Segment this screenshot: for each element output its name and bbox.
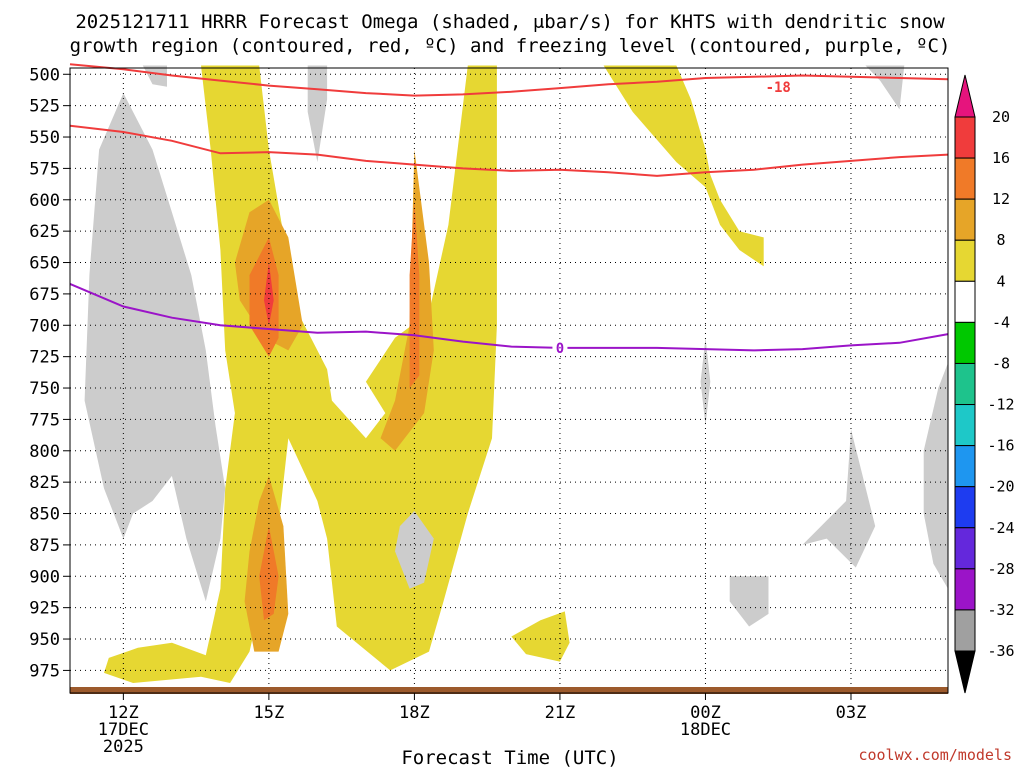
contour-line-dgz-minus-12 [69, 124, 949, 177]
omega-region-omega-pos-4-crest-00z [603, 65, 764, 267]
y-tick-label-850: 850 [29, 505, 60, 525]
contour-line-freezing-level [69, 282, 949, 352]
colorbar-tick--24: -24 [987, 519, 1014, 537]
colorbar-bin--20-to--16 [954, 445, 976, 488]
omega-region-omega-neg-4-right-edge [923, 362, 948, 589]
x-tick-label-24-0: 00Z [690, 703, 721, 723]
x-tick-label-15-0: 15Z [254, 703, 285, 723]
omega-region-omega-neg-12-small [205, 475, 216, 527]
y-tick-label-750: 750 [29, 379, 60, 399]
temperature-contours: -18 0 [69, 63, 949, 357]
colorbar-tick-8: 8 [996, 231, 1005, 249]
colorbar-tick--12: -12 [987, 396, 1014, 414]
x-tick-label-21-0: 21Z [545, 703, 576, 723]
colorbar-tick-20: 20 [992, 108, 1010, 126]
y-axis-ticks: 500 525 550 575 600 625 650 675 700 725 750 775 800 8… [29, 65, 70, 681]
y-tick-label-800: 800 [29, 442, 60, 462]
x-tick-label-27-0: 03Z [836, 703, 867, 723]
colorbar-tick-16: 16 [992, 149, 1010, 167]
y-tick-label-700: 700 [29, 316, 60, 336]
y-tick-label-575: 575 [29, 159, 60, 179]
x-tick-label-24-1: 18DEC [680, 720, 731, 740]
y-tick-label-675: 675 [29, 285, 60, 305]
x-tick-label-18-0: 18Z [399, 703, 430, 723]
grid-lines [70, 68, 948, 693]
colorbar-bin--16-to--12 [954, 404, 976, 447]
omega-region-omega-neg-4-03z-tri [802, 429, 876, 568]
y-tick-label-650: 650 [29, 254, 60, 274]
omega-region-omega-neg-4-01z-low [729, 576, 769, 627]
colorbar-tick--36: -36 [987, 642, 1014, 660]
omega-region-omega-pos-4-ridge-15z [104, 65, 497, 683]
omega-region-omega-neg-4-18z-low [395, 511, 434, 589]
colorbar-bin--24-to--20 [954, 486, 976, 529]
y-tick-label-925: 925 [29, 599, 60, 619]
colorbar-top-arrow [954, 74, 976, 118]
colorbar-tick--4: -4 [992, 313, 1010, 331]
colorbar-tick-4: 4 [996, 272, 1005, 290]
x-tick-label-12-0: 12Z [108, 703, 139, 723]
omega-region-omega-neg-4-top-12z [142, 65, 167, 87]
y-tick-label-550: 550 [29, 128, 60, 148]
contour-label-dgz-minus-18: -18 [766, 80, 791, 96]
omega-region-omega-pos-12-left [249, 237, 279, 357]
colorbar-bin--28-to--24 [954, 527, 976, 570]
colorbar-tick--8: -8 [992, 354, 1010, 372]
y-tick-label-950: 950 [29, 630, 60, 650]
x-tick-label-12-1: 17DEC [98, 720, 149, 740]
contour-label-bg-dgz-minus-18 [761, 78, 795, 95]
y-tick-label-725: 725 [29, 348, 60, 368]
colorbar-bin-8-to-12 [954, 198, 976, 241]
colorbar-bin-16-to-20 [954, 116, 976, 159]
colorbar-bin-4-to-8 [954, 239, 976, 282]
chart-title-line-2: growth region (contoured, red, ºC) and f… [70, 35, 951, 57]
colorbar-bottom-arrow [954, 650, 976, 694]
omega-region-omega-pos-8-right [380, 149, 434, 451]
plot-frame [69, 67, 949, 694]
colorbar-bin--8-to--4 [954, 321, 976, 364]
y-tick-label-500: 500 [29, 65, 60, 85]
omega-region-omega-neg-4-top-right [865, 65, 905, 110]
colorbar-bin--12-to--8 [954, 362, 976, 406]
colorbar-tick--16: -16 [987, 437, 1014, 455]
ground-surface-bar [70, 687, 948, 694]
colorbar-tick--28: -28 [987, 560, 1014, 578]
colorbar-bin-12-to-16 [954, 157, 976, 200]
y-tick-label-825: 825 [29, 473, 60, 493]
x-tick-label-12-2: 2025 [103, 737, 144, 757]
colorbar-tick--32: -32 [987, 601, 1014, 619]
y-tick-label-600: 600 [29, 191, 60, 211]
y-tick-label-775: 775 [29, 410, 60, 430]
chart-title-line-1: 2025121711 HRRR Forecast Omega (shaded, … [75, 11, 945, 33]
contour-line-dgz-minus-18 [69, 63, 949, 97]
colorbar-bin--32-to--28 [954, 568, 976, 611]
y-tick-label-975: 975 [29, 661, 60, 681]
colorbar-bin--4-to-4 [954, 280, 976, 323]
contour-label-freezing-level: 0 [556, 341, 564, 357]
omega-region-omega-pos-4-blob-21z [511, 611, 570, 662]
omega-region-omega-neg-4-00z-spike [700, 337, 711, 426]
x-axis-label: Forecast Time (UTC) [401, 747, 618, 768]
plot-area: -18 0 [69, 63, 949, 694]
y-tick-label-625: 625 [29, 222, 60, 242]
credit-text: coolwx.com/models [858, 746, 1012, 764]
y-tick-label-525: 525 [29, 97, 60, 117]
colorbar: 20 16 12 8 4 -4 -8 -12 -16 -20 -24 -28 -32 -36 [954, 74, 1015, 694]
y-tick-label-875: 875 [29, 536, 60, 556]
y-tick-label-900: 900 [29, 567, 60, 587]
colorbar-tick--20: -20 [987, 478, 1014, 496]
contour-label-bg-freezing-level [552, 339, 568, 356]
colorbar-bin--36-to--32 [954, 609, 976, 652]
colorbar-tick-12: 12 [992, 190, 1010, 208]
